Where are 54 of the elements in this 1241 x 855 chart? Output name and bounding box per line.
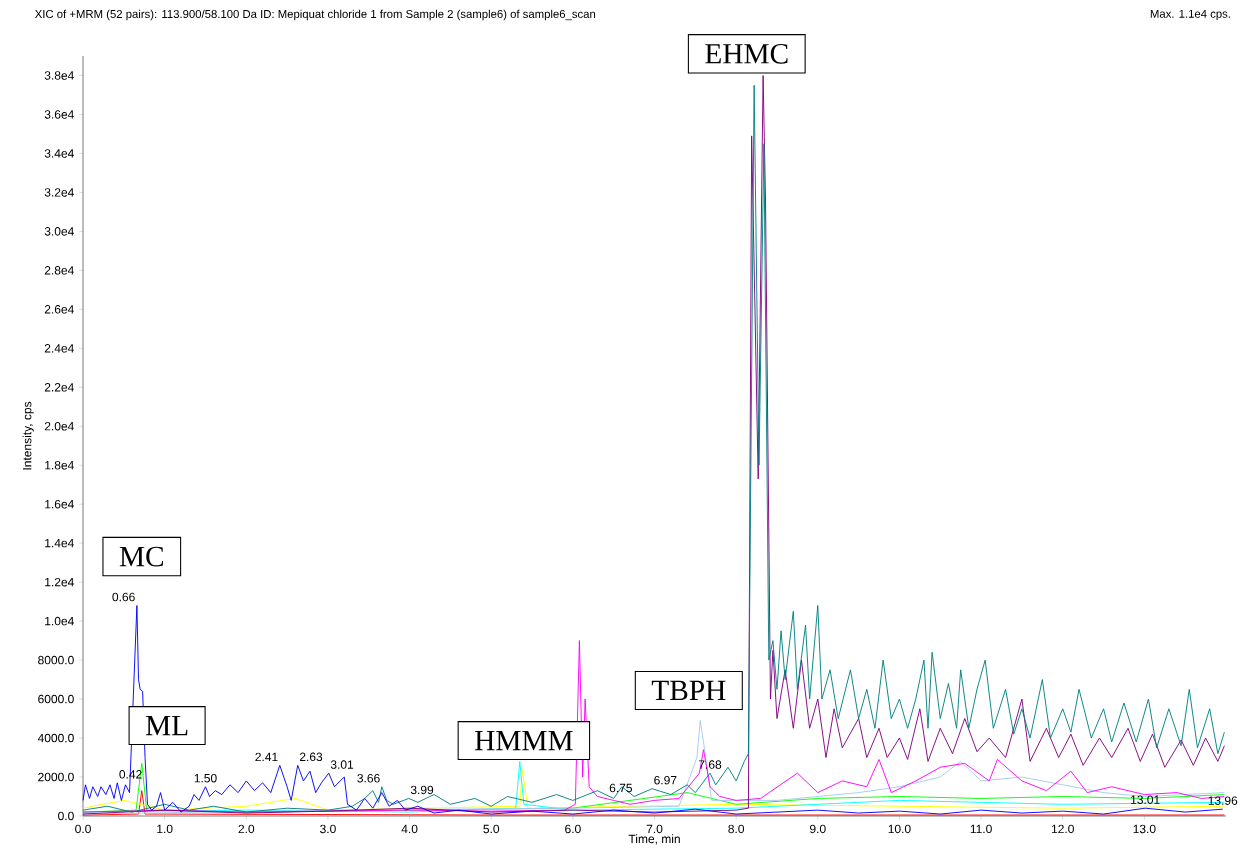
x-tick-label: 12.0 — [1051, 824, 1074, 834]
y-tick-label: 1.6e4 — [45, 499, 74, 509]
annotation: 7.68 — [698, 760, 722, 769]
annotation: 6.75 — [609, 783, 632, 793]
x-tick-label: 6.0 — [565, 824, 581, 834]
annotation: EHMC — [705, 43, 788, 64]
y-tick-label: 2.2e4 — [44, 383, 74, 392]
annotation: 6.97 — [654, 775, 677, 785]
y-tick-label: 2.8e4 — [44, 266, 74, 275]
annotation: 2.41 — [255, 752, 278, 762]
chart-title: XIC of +MRM (52 pairs): 113.900/58.100 Da ID: Mepiquat chloride 1 from Sample 2 (sample6) of sample6_scan — [34, 9, 596, 21]
y-tick-label: 6000.0 — [38, 694, 74, 704]
x-tick-label: 9.0 — [810, 824, 826, 834]
y-tick-label: 0.0 — [58, 811, 74, 821]
y-tick-label: 2.0e4 — [44, 421, 74, 431]
annotation: 2.63 — [299, 752, 323, 762]
y-tick-label: 4000.0 — [37, 733, 74, 743]
x-tick-label: 11.0 — [970, 824, 992, 834]
text: Max. 1.1e4 cps. — [1150, 9, 1230, 21]
y-tick-label: 3.6e4 — [44, 110, 74, 119]
x-tick-label: 5.0 — [483, 824, 500, 834]
annotation: 3.01 — [330, 760, 354, 769]
y-tick-label: 3.8e4 — [44, 71, 74, 80]
y-axis-title: Intensity, cps — [22, 401, 34, 470]
annotation: ML — [145, 715, 188, 736]
y-tick-label: 1.0e4 — [45, 616, 74, 626]
annotation: MC — [119, 546, 163, 567]
x-axis-title: Time, min — [628, 834, 680, 845]
y-tick-label: 2.4e4 — [44, 344, 74, 353]
y-tick-label: 2.6e4 — [44, 305, 74, 314]
x-tick-label: 1.0 — [157, 824, 173, 834]
y-tick-label: 3.2e4 — [44, 188, 74, 197]
annotation: 3.99 — [410, 785, 434, 795]
y-tick-label: 1.8e4 — [45, 460, 74, 470]
y-tick-label: 3.0e4 — [44, 227, 74, 236]
annotation: 3.66 — [357, 773, 380, 783]
y-tick-label: 8000.0 — [38, 655, 74, 665]
x-tick-label: 7.0 — [646, 824, 663, 834]
annotation: TBPH — [651, 680, 726, 701]
x-tick-label: 13.0 — [1133, 824, 1156, 834]
y-tick-label: 1.4e4 — [45, 538, 74, 548]
x-tick-label: 8.0 — [728, 824, 745, 834]
annotation: 0.66 — [112, 592, 135, 602]
y-tick-label: 1.2e4 — [45, 577, 74, 587]
x-tick-label: 0.0 — [75, 824, 91, 834]
x-tick-label: 3.0 — [320, 824, 336, 834]
y-tick-label: 3.4e4 — [44, 149, 74, 158]
y-tick-label: 2000.0 — [38, 772, 74, 782]
annotation: 1.50 — [194, 773, 217, 783]
x-tick-label: 4.0 — [401, 824, 418, 834]
annotation: HMMM — [475, 730, 573, 751]
x-tick-label: 2.0 — [238, 824, 255, 834]
annotation: 13.96 — [1208, 796, 1238, 805]
x-tick-label: 10.0 — [888, 824, 911, 834]
